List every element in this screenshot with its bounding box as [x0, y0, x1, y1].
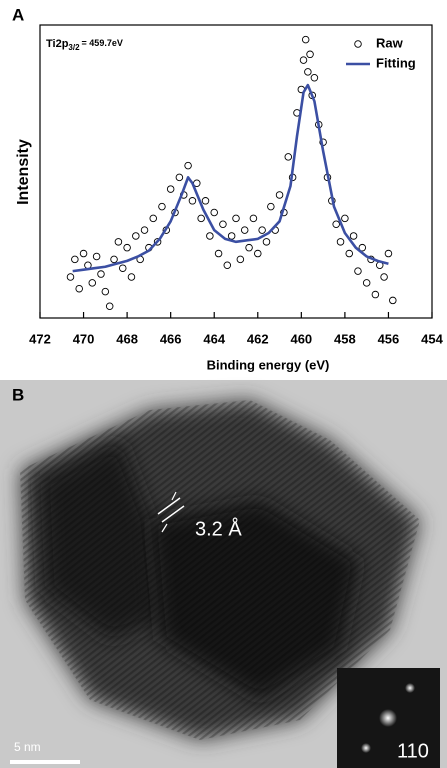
raw-point — [310, 73, 319, 82]
raw-point — [336, 238, 345, 246]
plot: 472 470 468 466 464 462 460 458 456 454 Raw Fitting — [29, 35, 443, 346]
raw-point — [249, 214, 258, 223]
raw-point — [201, 197, 210, 205]
y-axis-label: Intensity — [15, 139, 32, 205]
raw-point — [304, 68, 312, 76]
x-tick-label: 458 — [334, 331, 356, 346]
raw-point — [227, 232, 236, 240]
raw-point — [358, 243, 367, 252]
raw-point — [188, 197, 197, 205]
x-tick-label: 466 — [160, 331, 182, 346]
raw-point — [332, 220, 340, 228]
raw-point — [362, 279, 371, 287]
raw-point — [140, 226, 149, 234]
raw-point — [219, 220, 227, 228]
annotation: Ti2p3/2 = 459.7eV — [46, 38, 123, 52]
raw-point — [79, 249, 88, 258]
fringe-marker — [161, 505, 185, 523]
x-tick-label: 454 — [421, 331, 443, 346]
panel-label: B — [12, 385, 24, 404]
scale-label: 5 nm — [14, 740, 41, 754]
annotation-sub: 3/2 — [68, 43, 80, 52]
raw-point — [210, 208, 218, 217]
raw-point — [119, 264, 127, 272]
raw-point — [101, 287, 110, 296]
scale-bar — [10, 760, 80, 764]
raw-point — [284, 153, 293, 161]
raw-point — [301, 35, 310, 44]
raw-point — [149, 214, 157, 223]
raw-point — [88, 279, 97, 287]
raw-point — [267, 202, 275, 211]
raw-point — [75, 284, 83, 293]
x-tick-label: 456 — [378, 331, 400, 346]
raw-point — [240, 226, 249, 234]
panel-b: 3.2 Å 110 5 nm B — [0, 380, 447, 768]
arrow — [171, 491, 177, 501]
raw-point — [389, 296, 397, 305]
raw-point — [197, 214, 205, 223]
raw-point — [306, 50, 314, 59]
raw-point — [110, 255, 118, 264]
raw-point — [206, 232, 214, 240]
fft-spot — [361, 743, 371, 753]
raw-point — [354, 267, 362, 275]
raw-point — [132, 232, 140, 240]
raw-point — [275, 191, 284, 199]
raw-point — [214, 249, 223, 258]
raw-point — [71, 255, 79, 264]
legend-label: Fitting — [376, 55, 416, 70]
raw-point — [380, 273, 388, 281]
lattice-label: 3.2 Å — [195, 517, 242, 540]
raw-point — [236, 255, 245, 264]
annotation-main: Ti2p — [46, 38, 69, 50]
fft-spot — [379, 709, 397, 727]
x-axis-label: Binding energy (eV) — [207, 357, 330, 372]
annotation-rest: = 459.7eV — [82, 38, 123, 48]
raw-point — [299, 56, 308, 64]
raw-point — [158, 202, 166, 211]
fringe-marker — [157, 497, 181, 515]
raw-point — [232, 214, 240, 223]
x-tick-label: 468 — [116, 331, 138, 346]
fft-label: 110 — [397, 740, 429, 762]
x-tick-label: 470 — [73, 331, 95, 346]
raw-point — [92, 252, 101, 261]
raw-point — [66, 273, 75, 281]
raw-point — [262, 238, 271, 246]
raw-point — [245, 243, 253, 252]
raw-point — [127, 273, 136, 281]
raw-point — [105, 302, 114, 311]
raw-point — [384, 249, 393, 258]
raw-point — [114, 238, 123, 246]
raw-point — [153, 238, 162, 246]
x-tick-label: 472 — [29, 331, 51, 346]
raw-point — [123, 243, 131, 252]
raw-point — [371, 290, 380, 299]
fit-line — [72, 83, 389, 273]
raw-point — [258, 226, 266, 234]
x-tick-label: 460 — [290, 331, 312, 346]
raw-point — [175, 173, 184, 182]
raw-point — [349, 232, 358, 240]
lattice-fringes — [20, 400, 420, 740]
raw-point — [184, 161, 192, 170]
panel-label: A — [12, 5, 24, 24]
plot-frame — [39, 24, 433, 319]
raw-point — [223, 261, 232, 270]
raw-point — [345, 249, 353, 258]
raw-point — [341, 214, 349, 223]
fft-spot — [405, 683, 415, 693]
raw-point — [97, 270, 105, 278]
legend-marker — [354, 40, 362, 48]
raw-point — [254, 249, 262, 258]
legend-label: Raw — [376, 35, 404, 50]
raw-point — [166, 185, 175, 193]
arrow — [161, 523, 168, 533]
x-tick-label: 464 — [203, 331, 225, 346]
x-tick-label: 462 — [247, 331, 269, 346]
